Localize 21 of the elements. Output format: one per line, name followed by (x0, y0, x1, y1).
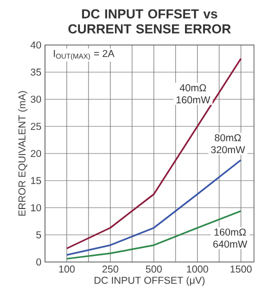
x-axis-title: DC INPUT OFFSET (μV) (94, 276, 205, 286)
chart-title: DC INPUT OFFSET vs CURRENT SENSE ERROR (68, 9, 231, 34)
x-tick-label: 100 (59, 266, 75, 273)
y-tick-label: 15 (31, 177, 42, 184)
x-tick-label: 250 (102, 266, 118, 273)
y-tick-label: 25 (30, 122, 42, 130)
y-tick-label: 40 (30, 41, 42, 49)
y-axis-title: ERROR EQUIVALENT (mA) (18, 91, 28, 216)
y-tick-label: 5 (36, 231, 42, 238)
x-tick-label: 1500 (230, 266, 252, 273)
series-label: 80mΩ 320mW (211, 134, 246, 154)
series-label: 160mΩ 640mW (213, 228, 248, 248)
series-label: 40mΩ 160mW (176, 84, 210, 104)
x-tick-label: 1000 (187, 266, 208, 273)
y-tick-label: 35 (30, 68, 42, 76)
y-tick-label: 10 (31, 204, 42, 212)
y-tick-label: 30 (30, 96, 42, 103)
y-tick-label: 20 (30, 150, 42, 158)
annotation: I$_{OUT(MAX)}$ = 2A (54, 50, 114, 60)
x-tick-label: 500 (146, 266, 162, 273)
y-tick-label: 0 (36, 258, 42, 266)
